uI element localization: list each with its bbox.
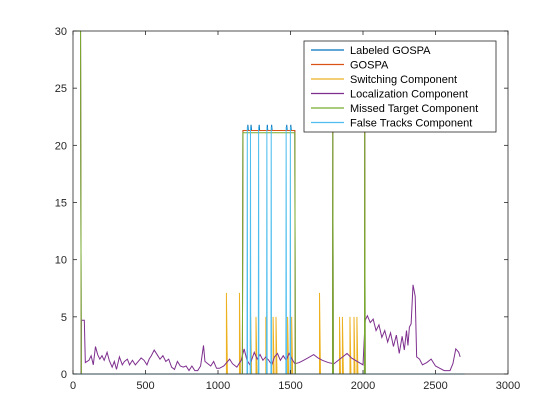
legend-label: False Tracks Component	[350, 118, 472, 130]
x-tick-label: 2000	[351, 380, 375, 392]
x-tick-label: 3000	[496, 380, 520, 392]
legend-box	[303, 40, 497, 133]
legend-item[interactable]: Switching Component	[311, 74, 457, 86]
legend-item[interactable]: Missed Target Component	[311, 103, 478, 115]
x-tick-label: 1500	[278, 380, 302, 392]
series-line	[80, 284, 461, 375]
legend-label: Switching Component	[350, 74, 457, 86]
y-tick-label: 15	[55, 198, 67, 210]
x-tick-label: 1000	[206, 380, 230, 392]
legend-item[interactable]: Labeled GOSPA	[311, 45, 431, 57]
y-tick-label: 0	[61, 369, 67, 381]
legend-item[interactable]: Localization Component	[311, 89, 468, 101]
legend-label: Localization Component	[350, 89, 468, 101]
legend-item[interactable]: False Tracks Component	[311, 118, 472, 130]
legend-item[interactable]: GOSPA	[311, 60, 389, 72]
x-tick-label: 0	[70, 380, 76, 392]
y-tick-label: 5	[61, 312, 67, 324]
y-tick-label: 30	[55, 26, 67, 38]
x-tick-label: 2500	[423, 380, 447, 392]
legend-label: Missed Target Component	[350, 103, 478, 115]
legend-label: GOSPA	[350, 60, 389, 72]
axes-layer: 0 500 1000 1500 2000 2500 3000 0 5 10 15 20 25 30	[55, 26, 520, 392]
y-tick-label: 25	[55, 83, 67, 95]
y-tick-label: 20	[55, 140, 67, 152]
legend[interactable]: Labeled GOSPA GOSPA Switching Component Loc…	[303, 40, 497, 133]
y-tick-label: 10	[55, 255, 67, 267]
legend-label: Labeled GOSPA	[350, 45, 431, 57]
x-tick-label: 500	[136, 380, 154, 392]
series-4	[80, 284, 461, 375]
